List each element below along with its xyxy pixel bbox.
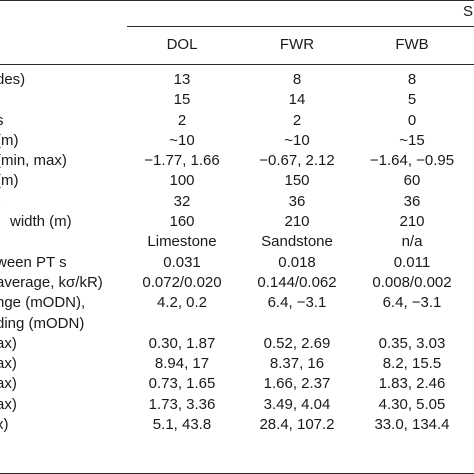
- cell-dol: 5.1, 43.8: [152, 416, 212, 434]
- cell-fwr: 150: [284, 172, 310, 190]
- cell-fwr: 14: [288, 91, 306, 109]
- row-label: ax): [0, 334, 17, 352]
- column-group-rule: [127, 26, 474, 27]
- table-body: des) 13 8 8 15 14 5 s 2 2 0 (m) ~10 ~10 …: [0, 70, 474, 435]
- table-row: ax) 1.73, 3.36 3.49, 4.04 4.30, 5.05: [0, 395, 474, 415]
- table-row: x) 5.1, 43.8 28.4, 107.2 33.0, 134.4: [0, 415, 474, 435]
- cell-fwr: 0.018: [278, 253, 316, 271]
- cell-fwb: 0: [407, 111, 417, 129]
- row-label: x): [0, 416, 9, 434]
- cell-fwb: 36: [403, 192, 421, 210]
- table-row: ding (mODN): [0, 314, 474, 334]
- cell-fwb: 8: [407, 71, 417, 88]
- cell-fwr: 210: [284, 213, 310, 231]
- row-label: ween PT s: [0, 253, 67, 271]
- cell-fwb: 0.011: [393, 253, 431, 271]
- cell-fwb: 8.2, 15.5: [382, 355, 442, 373]
- cell-dol: ~10: [169, 131, 195, 149]
- row-label: width (m): [10, 213, 72, 231]
- cell-dol: 0.072/0.020: [142, 273, 222, 291]
- table-row: average, kσ/kR) 0.072/0.020 0.144/0.062 …: [0, 273, 474, 293]
- cell-dol: −1.77, 1.66: [144, 152, 220, 170]
- cell-fwr: 0.52, 2.69: [263, 334, 331, 352]
- cell-dol: 32: [173, 192, 191, 210]
- row-label: ax): [0, 355, 17, 373]
- cell-fwb: 0.35, 3.03: [378, 334, 446, 352]
- cell-fwr: 1.66, 2.37: [263, 375, 331, 393]
- cell-fwr: 8.37, 16: [269, 355, 325, 373]
- table-row: 15 14 5: [0, 90, 474, 110]
- row-label: ding (mODN): [0, 314, 85, 332]
- cell-fwb: 33.0, 134.4: [374, 416, 450, 434]
- table-row: des) 13 8 8: [0, 70, 474, 90]
- cell-dol: 15: [173, 91, 191, 109]
- row-label: ): [0, 192, 1, 212]
- cell-fwb: n/a: [401, 233, 423, 251]
- column-header-dol: DOL: [166, 36, 198, 53]
- row-label: average, kσ/kR): [0, 273, 103, 291]
- cell-dol: 0.30, 1.87: [148, 334, 216, 352]
- cell-fwr: 2: [292, 111, 302, 129]
- cell-dol: 160: [169, 213, 195, 231]
- cell-dol: 4.2, 0.2: [156, 294, 208, 312]
- cell-dol: 2: [177, 111, 187, 129]
- column-group-title: S: [463, 3, 474, 20]
- cell-dol: 13: [173, 71, 191, 88]
- cell-fwb: −1.64, −0.95: [369, 152, 455, 170]
- cell-fwb: 5: [407, 91, 417, 109]
- cell-fwr: ~10: [284, 131, 310, 149]
- cell-fwb: 6.4, −3.1: [382, 294, 442, 312]
- cell-fwb: 60: [403, 172, 421, 190]
- row-label: ax): [0, 395, 17, 413]
- cell-fwb: 1.83, 2.46: [378, 375, 446, 393]
- table-row: ax) 0.30, 1.87 0.52, 2.69 0.35, 3.03: [0, 334, 474, 354]
- table-top-rule: [0, 0, 474, 1]
- table-row: (min, max) −1.77, 1.66 −0.67, 2.12 −1.64…: [0, 151, 474, 171]
- row-label: (m): [0, 131, 19, 149]
- row-label: nge (mODN),: [0, 294, 86, 312]
- cell-dol: 0.73, 1.65: [148, 375, 216, 393]
- row-label: (m): [0, 172, 19, 190]
- cell-dol: 1.73, 3.36: [148, 395, 216, 413]
- cell-fwr: 6.4, −3.1: [267, 294, 327, 312]
- table-row: ax) 0.73, 1.65 1.66, 2.37 1.83, 2.46: [0, 374, 474, 394]
- cell-fwr: 0.144/0.062: [257, 273, 337, 291]
- cell-fwb: 0.008/0.002: [372, 273, 452, 291]
- table-row: ax) 8.94, 17 8.37, 16 8.2, 15.5: [0, 354, 474, 374]
- cell-fwr: 28.4, 107.2: [259, 416, 335, 434]
- header-rule: [0, 64, 474, 65]
- cell-dol: 100: [169, 172, 195, 190]
- cell-fwb: ~15: [399, 131, 425, 149]
- cell-fwr: 8: [292, 71, 302, 88]
- table-row: ween PT s 0.031 0.018 0.011: [0, 253, 474, 273]
- cell-dol: 0.031: [163, 253, 201, 271]
- row-label: ax): [0, 375, 17, 393]
- table-row: nge (mODN), 4.2, 0.2 6.4, −3.1 6.4, −3.1: [0, 293, 474, 313]
- row-label: (min, max): [0, 152, 67, 170]
- cell-fwb: 4.30, 5.05: [378, 395, 446, 413]
- row-label: s: [0, 111, 4, 131]
- row-label: des): [0, 71, 26, 88]
- table-row: s 2 2 0: [0, 111, 474, 131]
- table-row: Limestone Sandstone n/a: [0, 232, 474, 252]
- cell-fwb: 210: [399, 213, 425, 231]
- table-row: width (m) 160 210 210: [0, 212, 474, 232]
- cell-fwr: −0.67, 2.12: [259, 152, 335, 170]
- cell-dol: Limestone: [147, 233, 217, 251]
- cell-dol: 8.94, 17: [154, 355, 210, 373]
- table-row: (m) 100 150 60: [0, 171, 474, 191]
- cell-fwr: 36: [288, 192, 306, 210]
- column-header-fwr: FWR: [279, 36, 315, 53]
- cell-fwr: 3.49, 4.04: [263, 395, 331, 413]
- table-row: ) 32 36 36: [0, 192, 474, 212]
- column-header-fwb: FWB: [395, 36, 429, 53]
- table-row: (m) ~10 ~10 ~15: [0, 131, 474, 151]
- cell-fwr: Sandstone: [261, 233, 333, 251]
